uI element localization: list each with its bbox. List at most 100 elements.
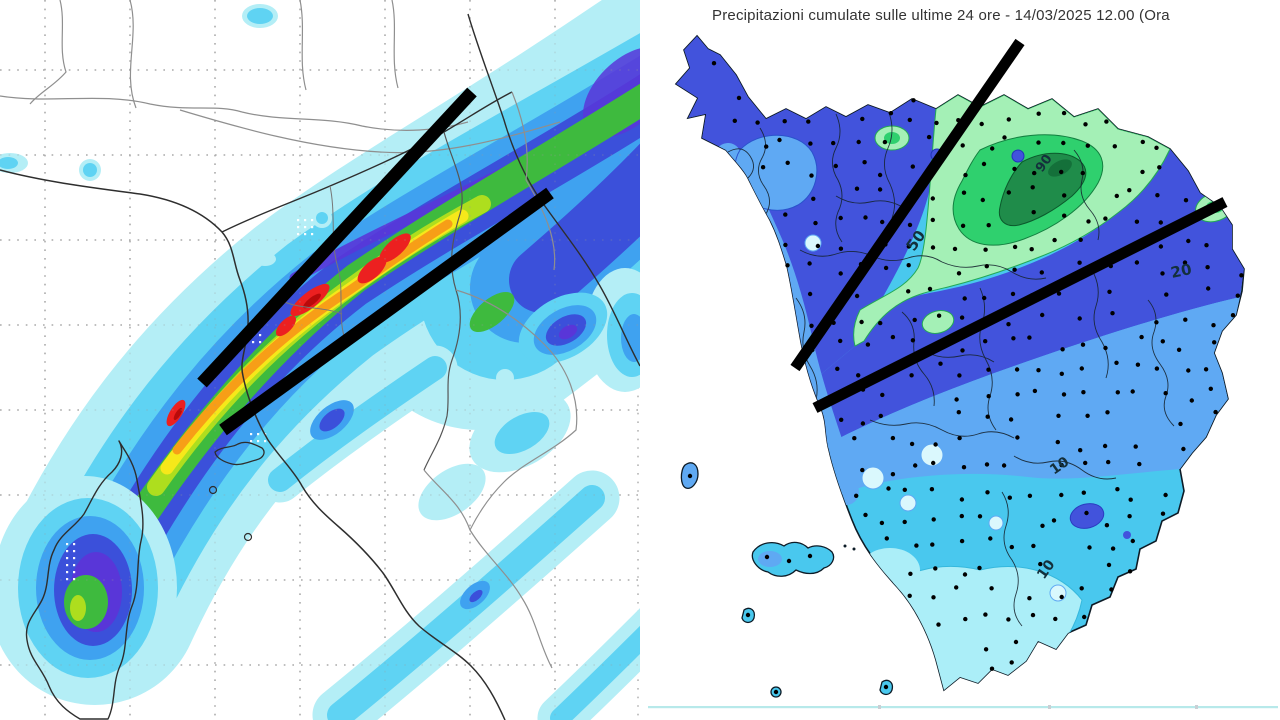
station-dot	[989, 666, 995, 671]
station-dot	[1186, 368, 1191, 373]
station-dot	[1160, 339, 1165, 344]
municipal-borders	[727, 109, 1175, 627]
station-dot	[914, 543, 919, 548]
station-dot	[912, 317, 917, 323]
station-dot	[907, 117, 912, 123]
station-dot	[963, 172, 968, 178]
station-dot	[961, 465, 967, 470]
station-dot	[807, 553, 813, 559]
station-dot	[931, 595, 936, 600]
station-dot	[1105, 410, 1110, 415]
station-dot	[1001, 463, 1007, 468]
graticule-dot-white	[257, 440, 260, 443]
station-dot	[1036, 111, 1041, 116]
station-dot	[862, 160, 867, 165]
station-dot	[1083, 122, 1088, 127]
station-dot	[852, 436, 857, 441]
station-dot	[1212, 340, 1217, 345]
station-dot	[906, 244, 911, 249]
graticule-dot-white	[250, 433, 253, 436]
station-dot	[1178, 421, 1183, 427]
station-dot	[711, 61, 717, 66]
station-dot	[938, 361, 943, 366]
dark-red-core	[173, 407, 183, 421]
station-dot	[807, 261, 812, 266]
regional-border	[129, 0, 137, 109]
station-dot	[1160, 511, 1166, 516]
station-dot	[957, 435, 962, 441]
station-dot	[860, 116, 865, 122]
station-dot	[981, 161, 987, 167]
station-dot	[1055, 439, 1060, 445]
patch	[496, 369, 514, 387]
station-dot	[1106, 562, 1112, 568]
station-dot	[1006, 190, 1011, 195]
station-dot	[839, 417, 844, 422]
graticule-dot-white	[297, 219, 300, 222]
station-dot	[1135, 362, 1141, 367]
station-dot	[983, 247, 988, 252]
station-dot	[1029, 247, 1034, 252]
station-dot	[1112, 144, 1117, 149]
model-precipitation-map	[0, 0, 640, 720]
contour-label-20: 20	[1169, 260, 1193, 282]
station-dot	[959, 538, 965, 544]
station-dot	[890, 435, 896, 441]
station-dot	[764, 144, 769, 149]
pale-ring	[920, 443, 944, 467]
station-dot	[1061, 140, 1066, 146]
station-dot	[806, 119, 811, 124]
station-dot	[1127, 569, 1133, 574]
royal-spot-south	[1069, 503, 1105, 529]
station-dot	[1027, 596, 1032, 601]
station-dot	[785, 263, 790, 268]
station-dot	[736, 95, 742, 101]
station-dot	[1079, 366, 1084, 371]
graticule-dot-white	[304, 219, 307, 222]
dark-red-core	[303, 293, 321, 309]
station-dot	[764, 554, 770, 560]
station-dot	[1010, 291, 1016, 297]
station-dot	[1104, 119, 1109, 124]
station-dot	[854, 493, 859, 498]
station-dot	[835, 366, 840, 371]
station-dot	[863, 215, 868, 220]
red-core	[275, 315, 297, 337]
station-dot	[913, 463, 918, 468]
graticule-dot-white	[304, 226, 307, 229]
station-dot	[1012, 166, 1017, 172]
station-dot	[902, 519, 907, 525]
graticule-dot-white	[252, 341, 255, 344]
corsica-cell-green	[64, 575, 108, 629]
station-dot	[1080, 342, 1086, 347]
station-dot	[1160, 271, 1165, 276]
station-dot	[1062, 193, 1067, 198]
station-dot	[985, 490, 990, 495]
station-dot	[785, 160, 790, 165]
station-dot	[1140, 139, 1145, 145]
station-dot	[888, 111, 894, 116]
station-dot	[811, 196, 816, 201]
station-dot	[838, 246, 844, 251]
station-dot	[1059, 492, 1064, 498]
station-dot	[952, 246, 958, 252]
station-dot	[980, 197, 985, 203]
station-dot	[911, 98, 916, 103]
pale-ring	[804, 234, 822, 252]
graticule-dot-white	[73, 578, 76, 581]
station-dot	[986, 223, 991, 228]
umbria-marche-border	[511, 91, 556, 271]
station-dot	[1059, 594, 1064, 600]
station-dot	[860, 421, 866, 426]
patch	[247, 8, 273, 24]
station-dot	[1127, 188, 1132, 193]
station-dot	[860, 467, 865, 473]
station-dot	[1077, 260, 1082, 265]
islet	[843, 544, 847, 548]
station-dot	[878, 320, 883, 326]
pale-ring	[988, 515, 1004, 531]
region-borders	[0, 0, 640, 720]
station-dot	[808, 141, 813, 146]
station-dot	[878, 413, 883, 419]
station-dot	[1154, 320, 1159, 325]
